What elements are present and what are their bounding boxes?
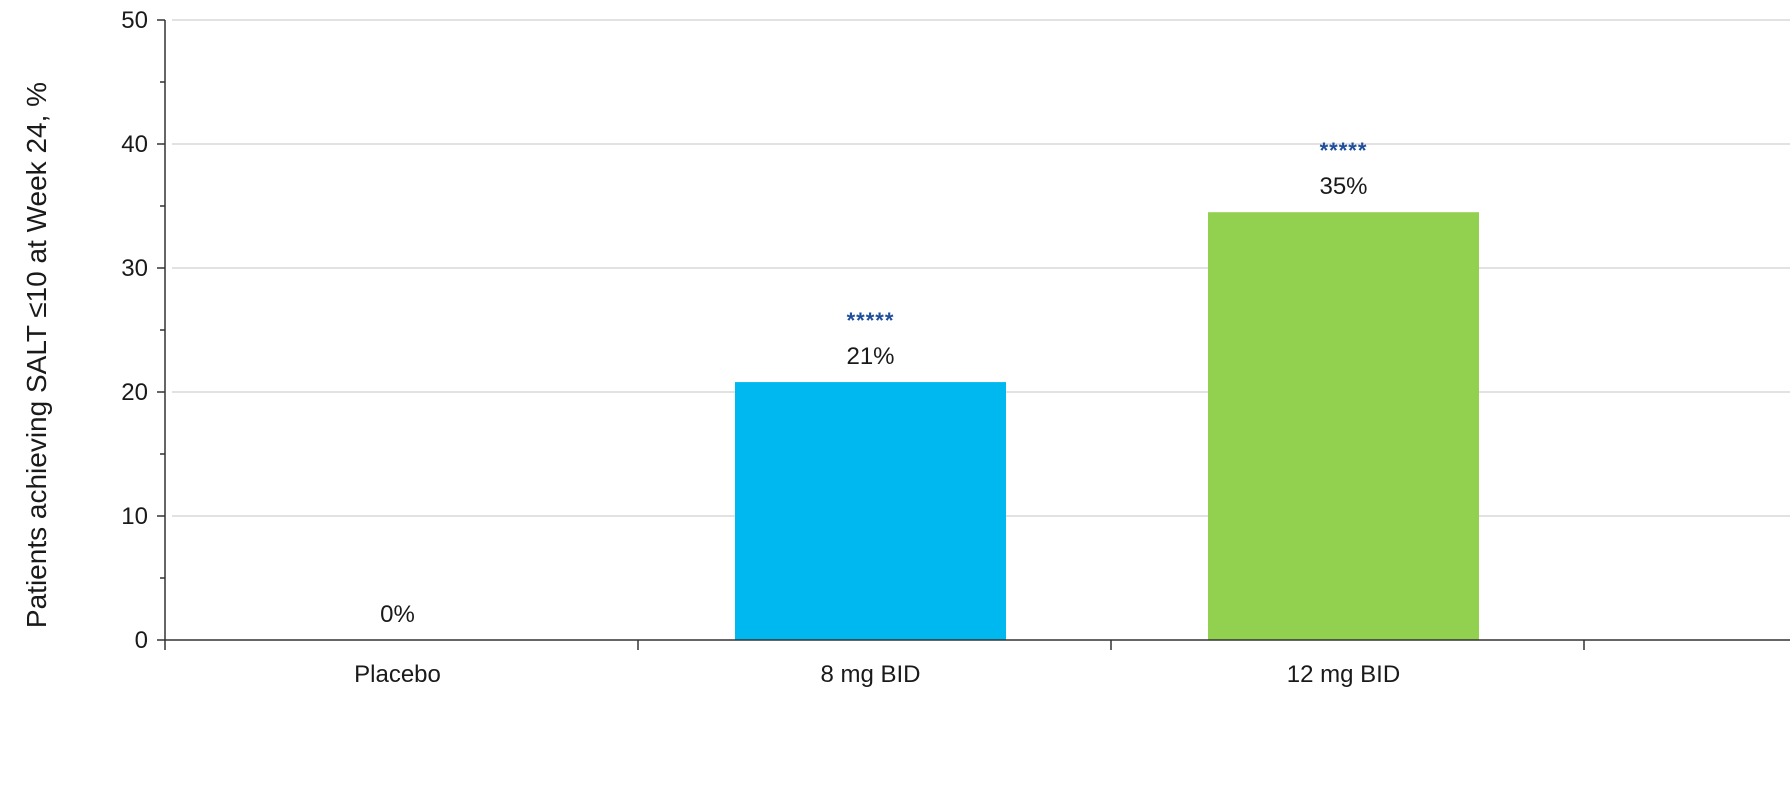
x-tick-labels: Placebo 8 mg BID 12 mg BID [354,661,1400,688]
axes [157,19,1790,650]
y-tick-label-0: 0 [135,627,148,654]
bar-2 [1208,212,1479,640]
data-label-0: 0% [380,601,415,628]
data-label-2: 35% [1319,173,1367,200]
bars-group [735,212,1479,640]
gridlines [172,19,1790,517]
y-tick-label-30: 30 [121,255,148,282]
bar-1 [735,382,1006,640]
data-label-1: 21% [846,343,894,370]
significance-label-2: ***** [1320,138,1368,163]
x-tick-label-2: 12 mg BID [1287,661,1400,688]
y-tick-label-20: 20 [121,379,148,406]
y-tick-label-50: 50 [121,7,148,34]
y-tick-label-10: 10 [121,503,148,530]
data-labels: 0% 21% ***** 35% ***** [380,138,1367,628]
x-tick-label-0: Placebo [354,661,441,688]
significance-label-1: ***** [847,308,895,333]
x-tick-label-1: 8 mg BID [820,661,920,688]
y-tick-labels: 0 10 20 30 40 50 [121,7,148,654]
y-tick-label-40: 40 [121,131,148,158]
y-axis-title: Patients achieving SALT ≤10 at Week 24, … [21,82,52,628]
